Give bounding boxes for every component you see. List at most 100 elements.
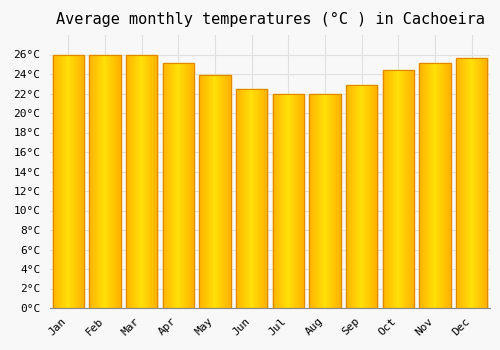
Bar: [96, 55, 97, 308]
Bar: [134, 56, 135, 308]
Bar: [253, 89, 254, 308]
Bar: [226, 75, 227, 308]
Bar: [400, 70, 401, 308]
Bar: [106, 55, 107, 308]
Bar: [456, 58, 487, 308]
Bar: [189, 63, 190, 308]
Bar: [223, 75, 224, 308]
Bar: [126, 56, 157, 308]
Bar: [260, 89, 261, 308]
Bar: [485, 58, 486, 308]
Bar: [164, 63, 165, 308]
Bar: [409, 70, 410, 308]
Bar: [481, 58, 482, 308]
Bar: [388, 70, 389, 308]
Bar: [424, 63, 425, 308]
Bar: [426, 63, 427, 308]
Bar: [58, 55, 59, 308]
Bar: [348, 85, 349, 308]
Bar: [423, 63, 424, 308]
Bar: [208, 75, 209, 308]
Bar: [277, 94, 278, 308]
Bar: [185, 63, 186, 308]
Bar: [176, 63, 177, 308]
Bar: [126, 56, 128, 308]
Bar: [436, 63, 437, 308]
Bar: [165, 63, 166, 308]
Bar: [95, 55, 96, 308]
Bar: [104, 55, 105, 308]
Bar: [286, 94, 287, 308]
Bar: [404, 70, 405, 308]
Bar: [471, 58, 472, 308]
Bar: [310, 94, 340, 308]
Bar: [67, 55, 68, 308]
Bar: [294, 94, 295, 308]
Bar: [278, 94, 279, 308]
Bar: [350, 85, 351, 308]
Bar: [143, 56, 144, 308]
Bar: [291, 94, 292, 308]
Bar: [382, 70, 414, 308]
Bar: [483, 58, 484, 308]
Bar: [382, 70, 384, 308]
Bar: [480, 58, 481, 308]
Bar: [429, 63, 430, 308]
Bar: [72, 55, 74, 308]
Bar: [105, 55, 106, 308]
Bar: [273, 94, 274, 308]
Bar: [132, 56, 133, 308]
Bar: [463, 58, 464, 308]
Bar: [473, 58, 474, 308]
Bar: [456, 58, 458, 308]
Bar: [192, 63, 194, 308]
Bar: [75, 55, 76, 308]
Bar: [444, 63, 445, 308]
Bar: [207, 75, 208, 308]
Bar: [240, 89, 241, 308]
Bar: [320, 94, 322, 308]
Bar: [430, 63, 432, 308]
Bar: [276, 94, 277, 308]
Bar: [384, 70, 385, 308]
Bar: [81, 55, 82, 308]
Bar: [373, 85, 374, 308]
Bar: [153, 56, 154, 308]
Bar: [261, 89, 262, 308]
Bar: [57, 55, 58, 308]
Bar: [188, 63, 189, 308]
Bar: [249, 89, 250, 308]
Bar: [474, 58, 475, 308]
Bar: [440, 63, 441, 308]
Bar: [435, 63, 436, 308]
Bar: [142, 56, 143, 308]
Bar: [386, 70, 387, 308]
Bar: [214, 75, 215, 308]
Bar: [334, 94, 335, 308]
Bar: [314, 94, 315, 308]
Bar: [133, 56, 134, 308]
Bar: [441, 63, 442, 308]
Bar: [114, 55, 115, 308]
Bar: [108, 55, 110, 308]
Bar: [177, 63, 178, 308]
Bar: [333, 94, 334, 308]
Bar: [265, 89, 266, 308]
Bar: [100, 55, 102, 308]
Bar: [56, 55, 57, 308]
Bar: [399, 70, 400, 308]
Bar: [215, 75, 216, 308]
Bar: [263, 89, 264, 308]
Bar: [90, 55, 120, 308]
Bar: [484, 58, 485, 308]
Bar: [282, 94, 284, 308]
Bar: [168, 63, 169, 308]
Bar: [228, 75, 230, 308]
Bar: [448, 63, 450, 308]
Bar: [79, 55, 80, 308]
Bar: [288, 94, 289, 308]
Bar: [338, 94, 340, 308]
Bar: [150, 56, 151, 308]
Bar: [486, 58, 487, 308]
Bar: [166, 63, 167, 308]
